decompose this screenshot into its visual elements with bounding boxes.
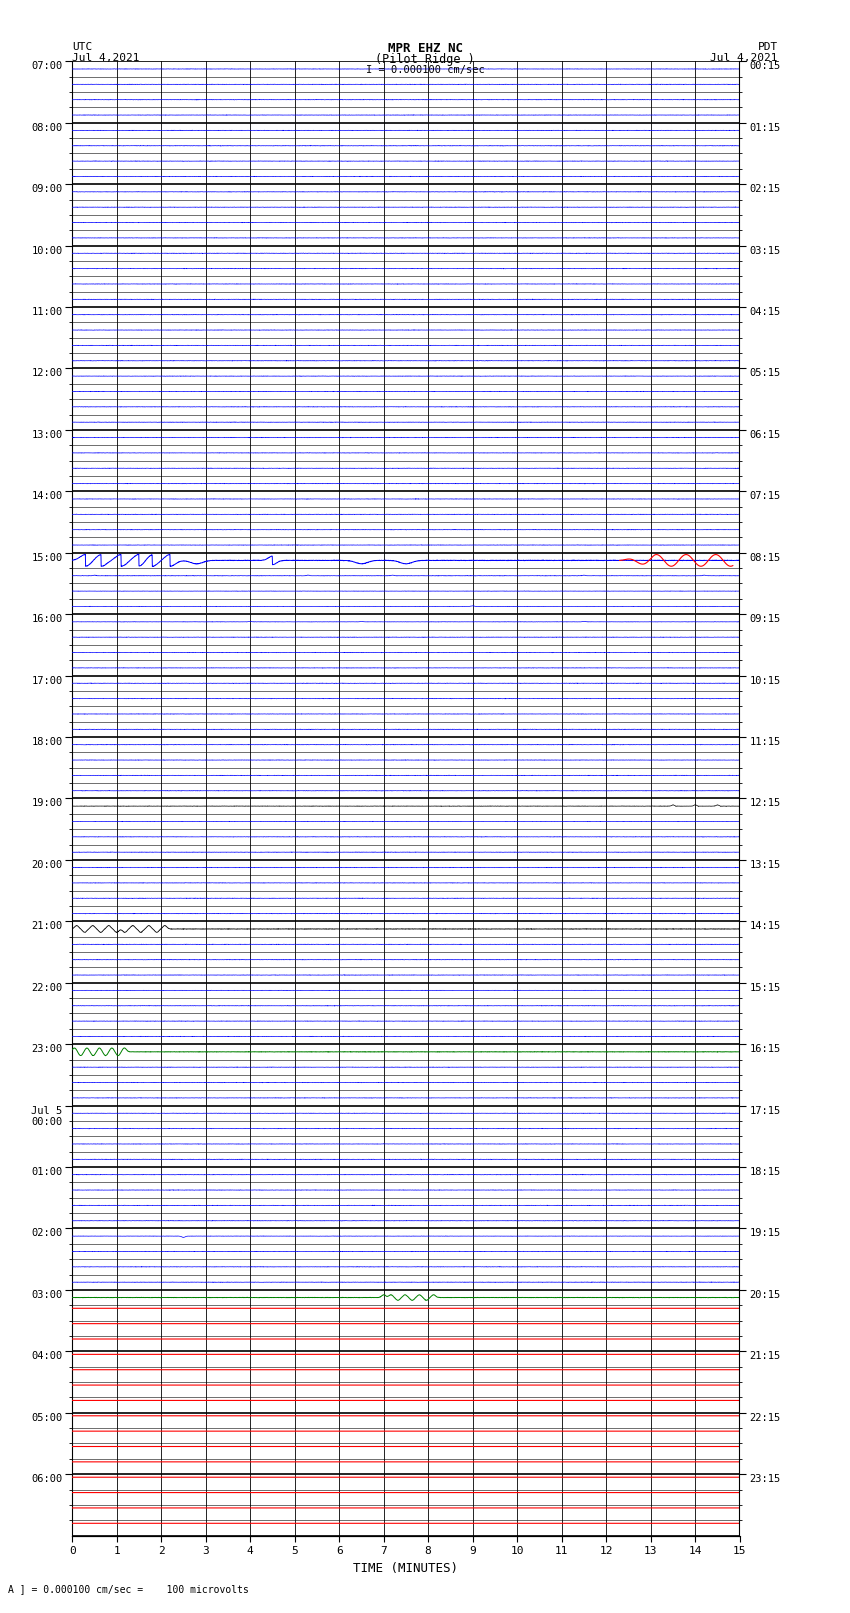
Text: Jul 4,2021: Jul 4,2021	[711, 53, 778, 63]
Text: I = 0.000100 cm/sec: I = 0.000100 cm/sec	[366, 65, 484, 74]
Text: MPR EHZ NC: MPR EHZ NC	[388, 42, 462, 55]
Text: A ] = 0.000100 cm/sec =    100 microvolts: A ] = 0.000100 cm/sec = 100 microvolts	[8, 1584, 249, 1594]
Text: PDT: PDT	[757, 42, 778, 52]
Text: Jul 4,2021: Jul 4,2021	[72, 53, 139, 63]
X-axis label: TIME (MINUTES): TIME (MINUTES)	[354, 1561, 458, 1574]
Text: UTC: UTC	[72, 42, 93, 52]
Text: (Pilot Ridge ): (Pilot Ridge )	[375, 53, 475, 66]
